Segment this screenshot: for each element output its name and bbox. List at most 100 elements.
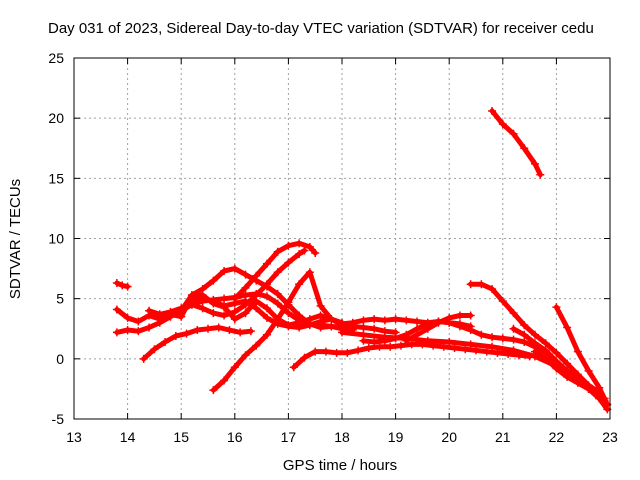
series-2-point [134,317,143,326]
series-10-point [343,348,352,357]
series-3-point [134,327,143,336]
series-10-point [364,344,373,353]
series-12-point [509,335,518,344]
axis-ticks: 13 14 15 16 17 18 19 20 21 22 23 -5 0 5 10 15 20 25 [48,50,618,445]
series-6-point [284,322,293,331]
x-tick-label: 14 [120,429,136,445]
series-5-point [145,306,154,315]
series-14-point [423,336,432,345]
series-19-point [563,372,572,381]
series-8-point [284,298,293,307]
x-tick-label: 21 [495,429,511,445]
series-2-point [123,313,132,322]
series-10-point [407,340,416,349]
x-tick-label: 16 [227,429,243,445]
series-4-point [214,323,223,332]
series-8-point [262,330,271,339]
series-12-point [370,337,379,346]
series-5-line [146,248,307,318]
series-13-point [466,311,475,320]
series-14-point [445,337,454,346]
series-3-point [145,323,154,332]
series-5-point [252,291,261,300]
series-13-point [455,311,464,320]
series-1-point [123,282,132,291]
series-11-point [380,316,389,325]
series-7-point [273,289,282,298]
series-19-point [573,378,582,387]
series-5-point [198,304,207,313]
y-tick-label: 10 [48,231,64,247]
series-15-point [477,280,486,289]
series-10-point [321,347,330,356]
series-15-point [541,339,550,348]
chart-title: Day 031 of 2023, Sidereal Day-to-day VTE… [48,20,594,37]
series-15-line [468,281,608,404]
series-19-point [600,394,609,403]
series-16-point [509,129,518,138]
series-16-point [536,170,545,179]
series-7-point [241,270,250,279]
data-series [112,106,612,414]
series-9-point [295,239,304,248]
series-8-point [305,268,314,277]
series-8-point [370,324,379,333]
series-8-point [295,280,304,289]
series-4-point [225,325,234,334]
x-tick-label: 17 [281,429,297,445]
series-19-point [541,354,550,363]
series-11-point [391,315,400,324]
series-7-point [305,319,314,328]
series-16-line [489,108,543,178]
series-14-point [488,342,497,351]
series-15-point [552,348,561,357]
grid-lines [74,58,610,419]
series-10-point [311,347,320,356]
series-1-point [118,281,127,290]
series-7-point [198,285,207,294]
series-12-point [477,330,486,339]
series-1-point [112,279,121,288]
x-tick-label: 18 [334,429,350,445]
x-tick-label: 20 [441,429,457,445]
series-15-point [520,321,529,330]
series-5-point [230,307,239,316]
series-16-point [520,144,529,153]
series-10-point [332,348,341,357]
series-8-point [359,323,368,332]
series-7-point [177,306,186,315]
series-9-point [252,271,261,280]
series-19-point [552,364,561,373]
series-4-point [246,327,255,336]
series-10-point [461,345,470,354]
series-19-line [532,349,608,401]
series-5-point [209,309,218,318]
y-tick-label: 25 [48,50,64,66]
y-tick-label: 15 [48,170,64,186]
series-5-point [295,250,304,259]
x-tick-label: 13 [66,429,82,445]
series-13-point [434,318,443,327]
x-tick-label: 23 [602,429,618,445]
series-7-point [187,291,196,300]
series-16-point [488,106,497,115]
series-12-point [520,337,529,346]
series-19-point [530,347,539,356]
series-10-point [396,341,405,350]
series-4-point [204,324,212,333]
series-4-point [193,325,202,334]
series-4-point [171,331,180,340]
y-tick-label: 5 [56,291,64,307]
y-tick-label: 20 [48,110,64,126]
series-2-point [112,305,121,314]
series-12-point [455,322,464,331]
series-14-point [466,340,475,349]
series-15-point [530,330,539,339]
series-2-point [241,309,250,318]
series-15-point [498,297,507,306]
series-3-point [284,309,293,318]
series-10-point [450,344,459,353]
series-14-point [509,346,518,355]
series-10-point [300,353,309,362]
